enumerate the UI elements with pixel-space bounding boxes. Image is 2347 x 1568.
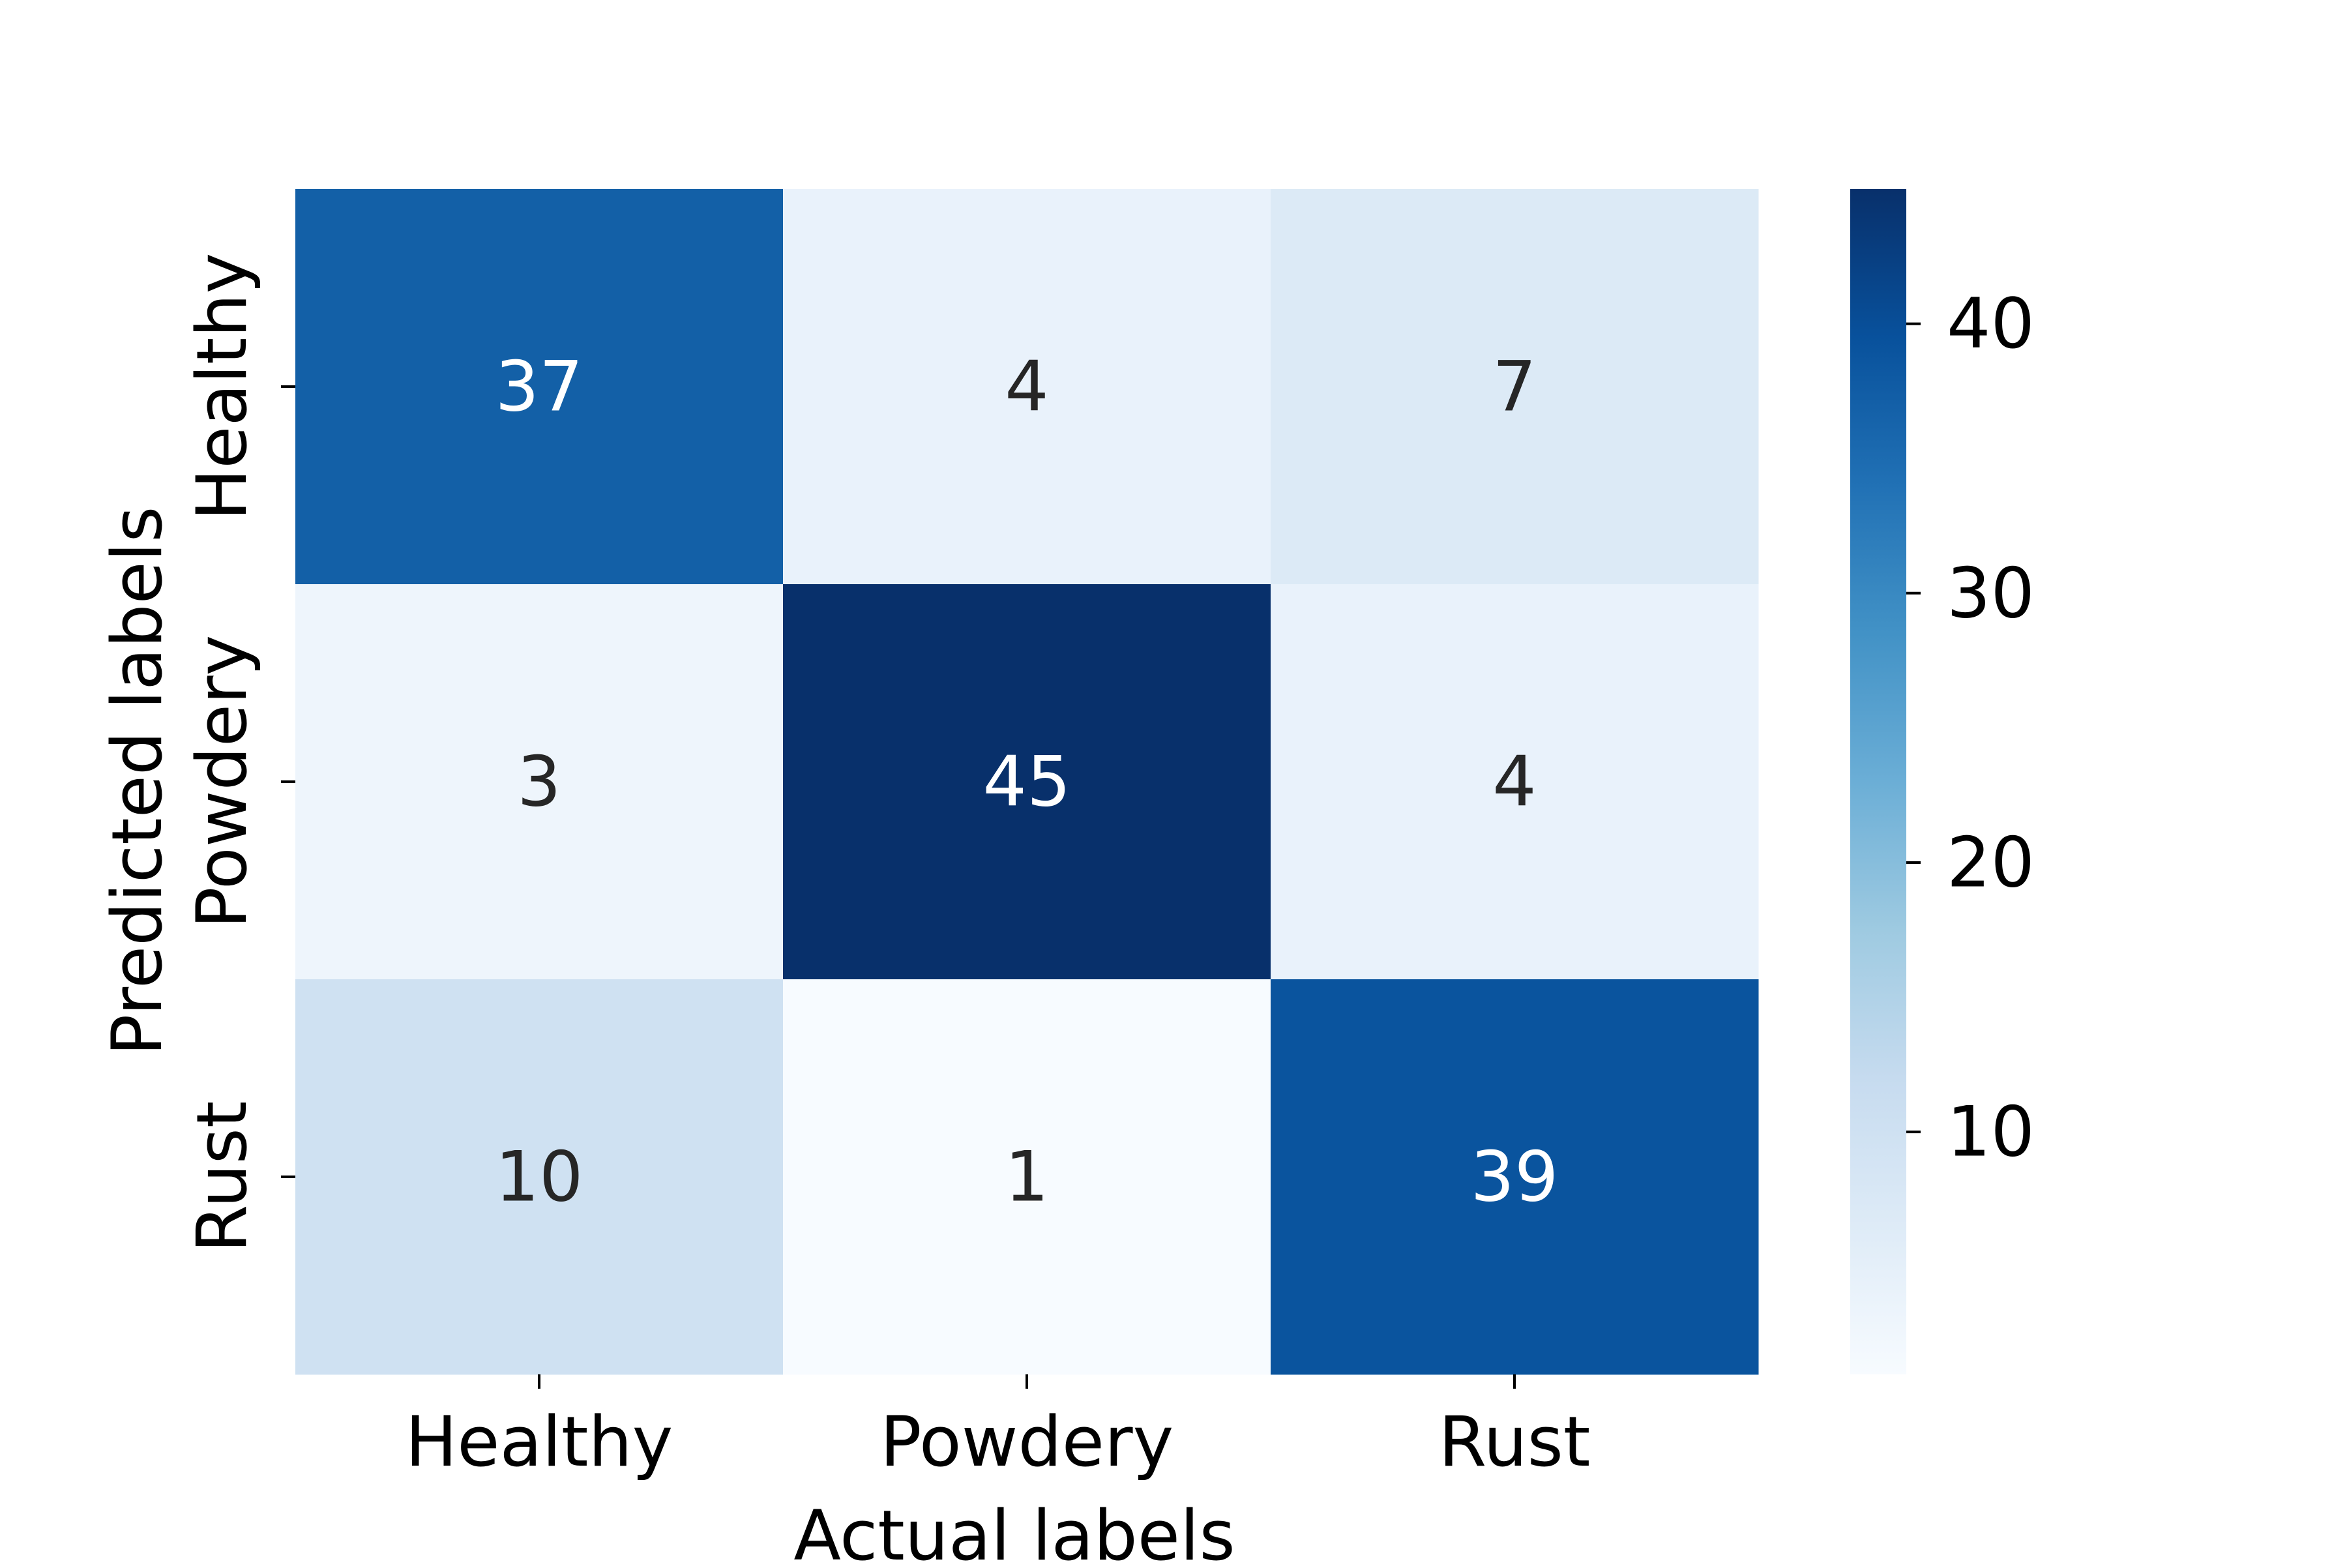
cell-value-1-1: 45 bbox=[983, 742, 1071, 822]
colorbar-tick-label-3: 40 bbox=[1947, 284, 2035, 364]
y-tick-label-0: Healthy bbox=[182, 253, 262, 521]
cell-value-0-1: 4 bbox=[1005, 347, 1048, 427]
heatmap-cell-2-2 bbox=[1271, 979, 1759, 1375]
colorbar-tick-label-1: 20 bbox=[1947, 822, 2035, 902]
cell-value-1-0: 3 bbox=[517, 742, 561, 822]
cell-value-0-2: 7 bbox=[1492, 347, 1536, 427]
x-tick-label-1: Powdery bbox=[880, 1402, 1174, 1482]
x-tick-label-0: Healthy bbox=[406, 1402, 673, 1482]
y-axis-title: Predicted labels bbox=[97, 507, 177, 1056]
cell-value-0-0: 37 bbox=[495, 347, 583, 427]
cell-value-2-0: 10 bbox=[495, 1137, 583, 1217]
colorbar-gradient bbox=[1850, 189, 1906, 1374]
heatmap-cells bbox=[295, 189, 1759, 1375]
cell-value-2-1: 1 bbox=[1005, 1137, 1048, 1217]
heatmap-cell-labels: 37 4 7 3 45 4 10 1 39 bbox=[495, 347, 1559, 1217]
y-tick-label-2: Rust bbox=[182, 1101, 262, 1253]
y-axis-ticks: Healthy Powdery Rust bbox=[182, 253, 295, 1253]
heatmap-cell-0-0 bbox=[295, 189, 784, 585]
heatmap-cell-2-0 bbox=[295, 979, 784, 1375]
colorbar-tick-label-0: 10 bbox=[1947, 1092, 2035, 1172]
heatmap-cell-0-1 bbox=[783, 189, 1271, 585]
heatmap-cell-1-0 bbox=[295, 584, 784, 980]
heatmap-cell-0-2 bbox=[1271, 189, 1759, 585]
cell-value-1-2: 4 bbox=[1492, 742, 1536, 822]
x-axis-title: Actual labels bbox=[793, 1496, 1235, 1565]
colorbar: 10 20 30 40 bbox=[1850, 189, 2035, 1374]
colorbar-tick-label-2: 30 bbox=[1947, 553, 2035, 633]
x-axis-ticks: Healthy Powdery Rust bbox=[406, 1374, 1591, 1482]
y-tick-label-1: Powdery bbox=[182, 635, 262, 929]
heatmap-cell-2-1 bbox=[783, 979, 1271, 1375]
heatmap-cell-1-2 bbox=[1271, 584, 1759, 980]
colorbar-ticks: 10 20 30 40 bbox=[1906, 284, 2035, 1172]
heatmap-cell-1-1 bbox=[783, 584, 1271, 980]
x-tick-label-2: Rust bbox=[1439, 1402, 1591, 1482]
cell-value-2-2: 39 bbox=[1471, 1137, 1559, 1217]
